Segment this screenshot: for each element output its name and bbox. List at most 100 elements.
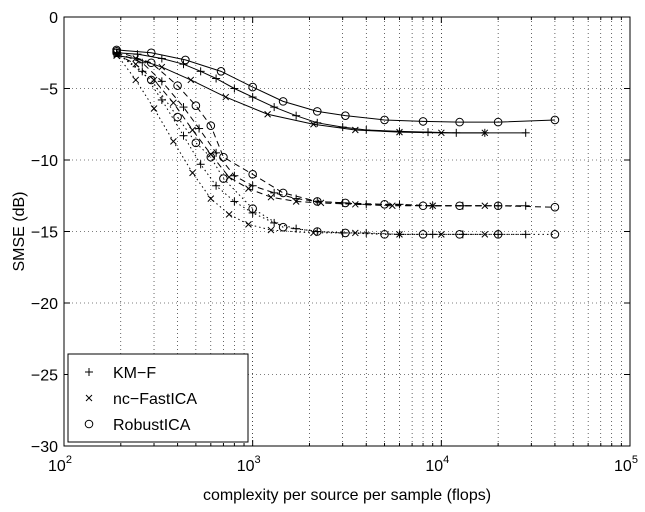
marker-circle xyxy=(341,111,350,120)
marker-circle xyxy=(380,200,389,209)
x-tick-exponent: 4 xyxy=(443,454,449,466)
marker-circle xyxy=(341,198,350,208)
marker-circle xyxy=(146,58,156,68)
marker-x xyxy=(85,394,93,402)
marker-x xyxy=(189,126,196,134)
marker-x xyxy=(187,76,195,84)
marker-x xyxy=(481,129,489,137)
legend-entry-x: nc−FastICA xyxy=(85,391,197,408)
marker-circle xyxy=(550,230,560,239)
marker-x xyxy=(158,63,166,71)
y-tick-label: −10 xyxy=(31,153,58,170)
marker-x xyxy=(396,128,403,136)
marker-x xyxy=(267,226,275,234)
marker-circle xyxy=(248,170,257,179)
marker-circle xyxy=(550,115,560,125)
marker-circle xyxy=(418,201,428,211)
marker-circle xyxy=(380,230,389,239)
marker-circle xyxy=(455,117,464,127)
marker-x xyxy=(150,105,158,112)
marker-circle xyxy=(191,138,201,148)
x-tick-label: 104 xyxy=(425,454,449,475)
marker-x xyxy=(481,202,489,210)
y-tick-label: −5 xyxy=(40,82,58,99)
x-tick-base: 10 xyxy=(614,458,632,475)
marker-x xyxy=(170,99,177,107)
marker-circle xyxy=(493,201,503,211)
marker-x xyxy=(310,120,317,128)
marker-circle xyxy=(380,115,389,125)
x-axis-label: complexity per source per sample (flops) xyxy=(203,487,491,504)
marker-circle xyxy=(248,82,257,92)
legend-label: nc−FastICA xyxy=(113,391,197,408)
plot-frame xyxy=(63,16,631,447)
legend-label: KM−F xyxy=(113,365,156,382)
series-line xyxy=(116,52,555,235)
marker-x xyxy=(437,231,445,238)
marker-circle xyxy=(455,230,464,239)
series-5-circle-dashed xyxy=(112,47,560,212)
legend-label: RobustICA xyxy=(113,417,191,434)
marker-circle xyxy=(341,228,350,238)
marker-x xyxy=(351,229,359,237)
x-tick-exponent: 2 xyxy=(66,454,72,466)
marker-circle xyxy=(206,121,216,130)
marker-circle xyxy=(278,97,288,106)
x-tick-label: 105 xyxy=(614,454,638,475)
x-tick-base: 10 xyxy=(237,458,255,475)
x-tick-labels: 102 103 104 105 xyxy=(48,454,638,475)
x-tick-base: 10 xyxy=(48,458,66,475)
marker-x xyxy=(225,210,233,218)
marker-circle xyxy=(173,81,182,90)
legend-entry-plus: KM−F xyxy=(85,365,156,382)
marker-x xyxy=(245,220,252,228)
series-8-circle-dotted xyxy=(112,48,560,239)
marker-x xyxy=(132,55,140,62)
legend-entry-circle: RobustICA xyxy=(84,417,191,434)
x-tick-label: 103 xyxy=(237,454,261,475)
series-group xyxy=(112,45,560,239)
x-tick-label: 102 xyxy=(48,454,72,475)
series-line xyxy=(116,52,526,235)
y-tick-label: 0 xyxy=(49,10,58,27)
marker-x xyxy=(429,202,437,210)
marker-x xyxy=(245,185,252,192)
series-line xyxy=(116,49,555,123)
marker-x xyxy=(207,195,215,202)
y-tick-labels: 0 −5 −10 −15 −20 −25 −30 xyxy=(31,10,58,456)
marker-circle xyxy=(493,230,503,239)
y-tick-label: −20 xyxy=(31,296,58,313)
marker-x xyxy=(132,60,140,68)
y-tick-label: −30 xyxy=(31,439,58,456)
marker-circle xyxy=(112,48,121,58)
marker-x xyxy=(222,93,230,101)
marker-circle xyxy=(418,117,428,126)
marker-x xyxy=(170,138,177,145)
marker-circle xyxy=(173,112,182,122)
marker-x xyxy=(388,202,396,210)
marker-x xyxy=(351,126,359,134)
marker-circle xyxy=(312,107,322,116)
marker-circle xyxy=(216,67,226,76)
marker-circle xyxy=(455,201,464,211)
marker-circle xyxy=(206,152,216,162)
marker-circle xyxy=(146,75,156,85)
marker-x xyxy=(437,129,445,137)
y-tick-label: −25 xyxy=(31,368,58,385)
marker-circle xyxy=(418,230,428,239)
marker-circle xyxy=(84,419,94,429)
series-line xyxy=(116,50,555,208)
marker-circle xyxy=(181,55,190,65)
marker-x xyxy=(132,76,140,84)
y-tick-label: −15 xyxy=(31,225,58,242)
marker-x xyxy=(264,110,271,118)
marker-circle xyxy=(219,152,228,162)
marker-x xyxy=(150,76,158,84)
y-axis-label: SMSE (dB) xyxy=(11,191,28,271)
marker-x xyxy=(207,150,215,158)
marker-x xyxy=(292,198,300,205)
legend: KM−F nc−FastICA RobustICA xyxy=(67,353,249,443)
x-tick-exponent: 3 xyxy=(255,454,261,466)
marker-circle xyxy=(219,174,228,183)
